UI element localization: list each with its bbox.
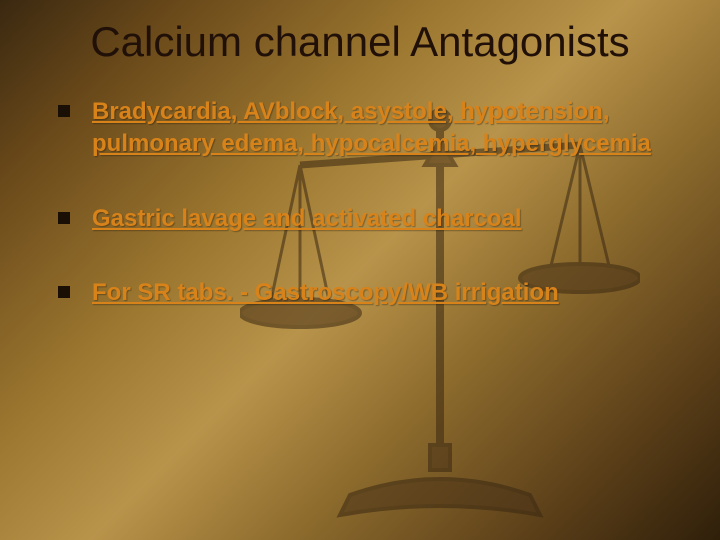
- slide-title: Calcium channel Antagonists: [0, 0, 720, 96]
- bullet-text: Gastric lavage and activated charcoal: [92, 203, 522, 235]
- slide-content: Bradycardia, AVblock, asystole, hypotens…: [0, 96, 720, 310]
- bullet-item: For SR tabs. - Gastroscopy/WB irrigation: [58, 277, 670, 309]
- bullet-marker-icon: [58, 105, 70, 117]
- bullet-marker-icon: [58, 212, 70, 224]
- bullet-item: Bradycardia, AVblock, asystole, hypotens…: [58, 96, 670, 161]
- bullet-text: Bradycardia, AVblock, asystole, hypotens…: [92, 96, 670, 161]
- bullet-marker-icon: [58, 286, 70, 298]
- bullet-item: Gastric lavage and activated charcoal: [58, 203, 670, 235]
- bullet-text: For SR tabs. - Gastroscopy/WB irrigation: [92, 277, 559, 309]
- slide-container: Calcium channel Antagonists Bradycardia,…: [0, 0, 720, 540]
